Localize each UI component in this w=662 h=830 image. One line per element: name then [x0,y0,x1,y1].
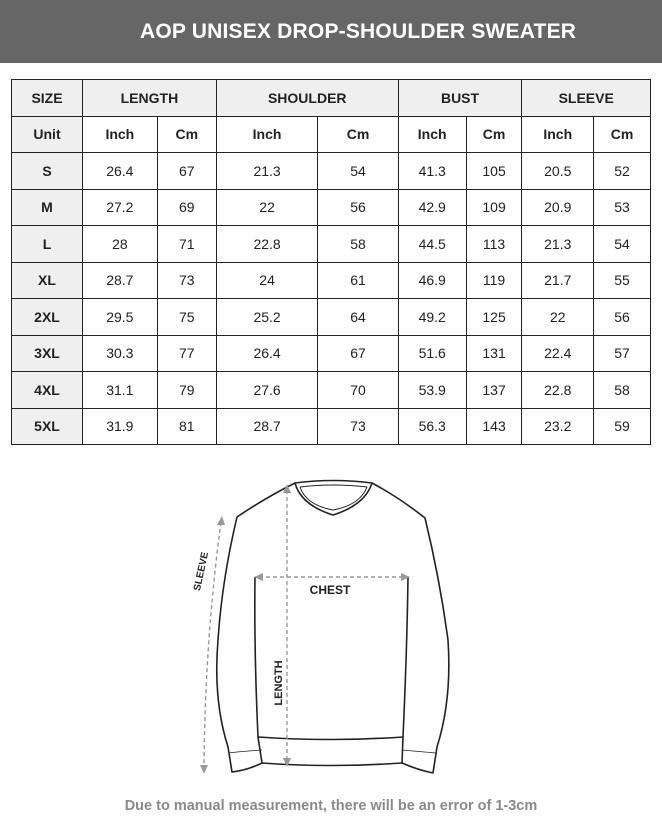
table-row: M 27.2 69 22 56 42.9 109 20.9 53 [11,188,651,226]
value-cell: 22.8 [215,225,319,263]
value-cell: 49.2 [397,298,467,336]
value-cell: 22.8 [521,371,595,409]
value-cell: 22 [521,298,595,336]
size-cell: L [11,225,83,263]
unit-label: Unit [11,115,83,153]
table-row: L 28 71 22.8 58 44.5 113 21.3 54 [11,225,651,263]
value-cell: 67 [317,334,399,372]
value-cell: 56 [593,298,651,336]
value-cell: 31.1 [82,371,158,409]
value-cell: 125 [465,298,523,336]
header-row: SIZE LENGTH SHOULDER BUST SLEEVE [11,79,651,117]
title-banner: AOP UNISEX DROP-SHOULDER SWEATER [0,0,662,63]
column-header: SIZE [11,79,83,117]
value-cell: 70 [317,371,399,409]
size-cell: 3XL [11,334,83,372]
arrow-heads [200,484,410,774]
value-cell: 26.4 [215,334,319,372]
value-cell: 53 [593,188,651,226]
table-row: 5XL 31.9 81 28.7 73 56.3 143 23.2 59 [11,407,651,445]
value-cell: 59 [593,407,651,445]
value-cell: 54 [317,152,399,190]
unit-cell: Cm [465,115,523,153]
value-cell: 73 [156,261,217,299]
sweater-outline [215,479,450,774]
size-chart-table: SIZE LENGTH SHOULDER BUST SLEEVE Unit Inch Cm In… [11,79,651,445]
value-cell: 131 [465,334,523,372]
table-row: XL 28.7 73 24 61 46.9 119 21.7 55 [11,261,651,299]
value-cell: 81 [156,407,217,445]
value-cell: 137 [465,371,523,409]
column-header: SHOULDER [215,79,399,117]
length-label: LENGTH [273,660,285,705]
sleeve-label: SLEEVE [192,551,211,592]
value-cell: 73 [317,407,399,445]
value-cell: 51.6 [397,334,467,372]
value-cell: 105 [465,152,523,190]
measurement-note: Due to manual measurement, there will be… [124,798,538,814]
value-cell: 109 [465,188,523,226]
value-cell: 53.9 [397,371,467,409]
value-cell: 21.3 [521,225,595,263]
size-cell: S [11,152,83,190]
value-cell: 20.9 [521,188,595,226]
value-cell: 42.9 [397,188,467,226]
unit-cell: Cm [317,115,399,153]
value-cell: 69 [156,188,217,226]
size-cell: 4XL [11,371,83,409]
value-cell: 30.3 [82,334,158,372]
value-cell: 29.5 [82,298,158,336]
value-cell: 28.7 [215,407,319,445]
value-cell: 26.4 [82,152,158,190]
table-row: 3XL 30.3 77 26.4 67 51.6 131 22.4 57 [11,334,651,372]
value-cell: 52 [593,152,651,190]
size-cell: M [11,188,83,226]
value-cell: 56 [317,188,399,226]
table-row: 4XL 31.1 79 27.6 70 53.9 137 22.8 58 [11,371,651,409]
value-cell: 22 [215,188,319,226]
value-cell: 143 [465,407,523,445]
measurement-lines [203,490,405,769]
unit-cell: Cm [593,115,651,153]
unit-cell: Inch [215,115,319,153]
value-cell: 20.5 [521,152,595,190]
value-cell: 28.7 [82,261,158,299]
table-row: S 26.4 67 21.3 54 41.3 105 20.5 52 [11,152,651,190]
value-cell: 31.9 [82,407,158,445]
value-cell: 61 [317,261,399,299]
column-header: SLEEVE [521,79,651,117]
value-cell: 22.4 [521,334,595,372]
value-cell: 56.3 [397,407,467,445]
value-cell: 28 [82,225,158,263]
value-cell: 77 [156,334,217,372]
size-cell: 2XL [11,298,83,336]
column-header: BUST [397,79,523,117]
size-cell: 5XL [11,407,83,445]
chest-label: CHEST [310,583,351,597]
value-cell: 21.3 [215,152,319,190]
value-cell: 41.3 [397,152,467,190]
page-title: AOP UNISEX DROP-SHOULDER SWEATER [140,20,577,43]
